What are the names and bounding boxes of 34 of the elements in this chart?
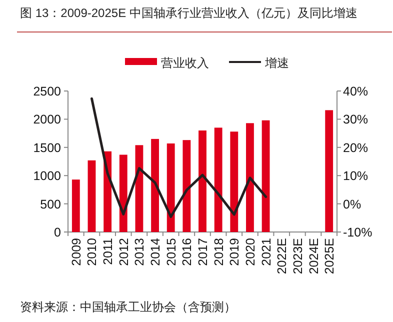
- x-tick-label: 2024E: [306, 238, 321, 274]
- x-tick-label: 2011: [101, 238, 116, 265]
- x-tick-label: 2015: [164, 238, 178, 266]
- y2-tick-label: 10%: [343, 169, 368, 184]
- x-tick-label: 2018: [212, 238, 226, 266]
- x-tick-label: 2019: [228, 238, 242, 266]
- y-tick-label: 2500: [33, 84, 62, 98]
- y2-tick-label: 0%: [343, 197, 362, 212]
- y-tick-label: 0: [54, 226, 62, 240]
- y2-tick-label: -10%: [343, 226, 372, 240]
- y2-tick-label: 30%: [343, 112, 368, 127]
- legend-label: 增速: [264, 56, 289, 70]
- x-tick-label: 2020: [243, 238, 258, 266]
- x-tick-label: 2013: [132, 238, 147, 266]
- line-series: [90, 97, 268, 218]
- x-tick-label: 2022E: [275, 238, 290, 274]
- x-tick-label: 2023E: [290, 238, 305, 274]
- x-tick-label: 2025E: [322, 238, 337, 274]
- y-tick-label: 2000: [33, 112, 62, 127]
- x-tick-label: 2010: [85, 238, 100, 266]
- x-tick-label: 2012: [116, 238, 131, 266]
- chart-title: 图 13：2009-2025E 中国轴承行业营业收入（亿元）及同比增速: [20, 6, 358, 20]
- y-tick-label: 500: [40, 197, 62, 212]
- text: 资料来源：中国轴承工业协会（含预测）: [20, 300, 236, 314]
- legend-label: 营业收入: [161, 56, 209, 70]
- y-tick-label: 1000: [33, 169, 62, 184]
- x-tick-label: 2021: [259, 238, 274, 266]
- y2-tick-label: 40%: [343, 84, 368, 98]
- x-tick-label: 2016: [180, 238, 194, 266]
- x-tick-label: 2014: [148, 238, 163, 266]
- x-tick-label: 2009: [69, 238, 84, 266]
- x-tick-label: 2017: [196, 238, 210, 266]
- y-tick-label: 1500: [33, 140, 62, 155]
- y2-tick-label: 20%: [343, 140, 368, 155]
